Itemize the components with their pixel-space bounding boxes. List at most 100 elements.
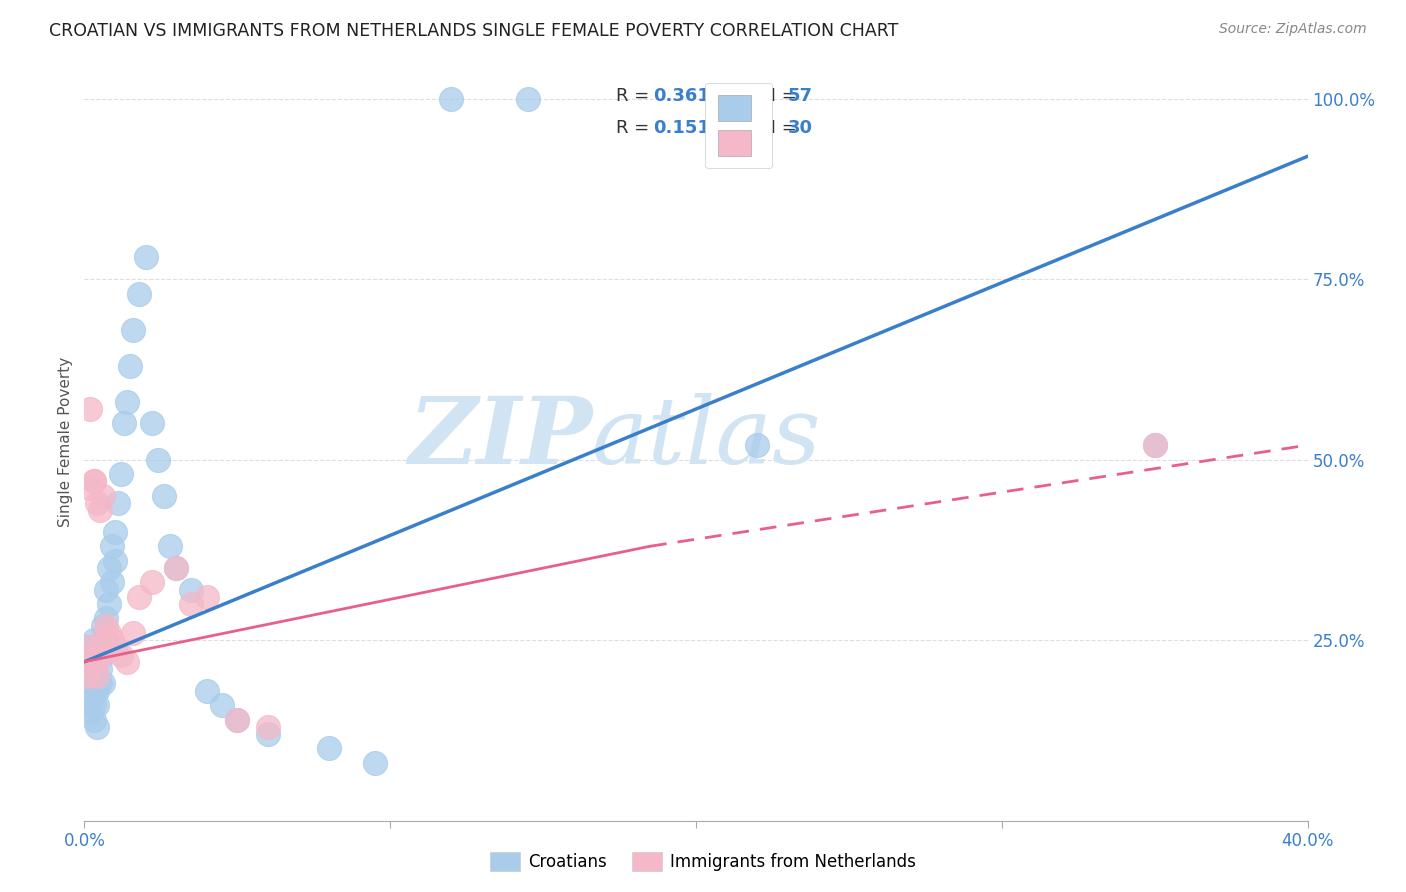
Text: R =: R = bbox=[616, 87, 655, 104]
Point bbox=[141, 575, 163, 590]
Point bbox=[1143, 438, 1166, 452]
Text: 57: 57 bbox=[787, 87, 813, 104]
Point bbox=[107, 496, 129, 510]
Point bbox=[516, 91, 538, 105]
Point bbox=[89, 648, 111, 662]
Point bbox=[89, 640, 111, 655]
Point bbox=[86, 698, 108, 712]
Point bbox=[83, 655, 105, 669]
Point bbox=[159, 539, 181, 553]
Point bbox=[146, 452, 169, 467]
Point bbox=[83, 475, 105, 489]
Point bbox=[86, 720, 108, 734]
Point bbox=[89, 648, 111, 662]
Point bbox=[180, 582, 202, 597]
Point bbox=[94, 633, 117, 648]
Point bbox=[76, 669, 98, 683]
Point bbox=[226, 713, 249, 727]
Point bbox=[86, 683, 108, 698]
Point bbox=[83, 713, 105, 727]
Point bbox=[104, 524, 127, 539]
Text: N =: N = bbox=[751, 87, 803, 104]
Y-axis label: Single Female Poverty: Single Female Poverty bbox=[58, 357, 73, 526]
Point bbox=[91, 618, 114, 632]
Point bbox=[83, 698, 105, 712]
Point bbox=[122, 626, 145, 640]
Legend: Croatians, Immigrants from Netherlands: Croatians, Immigrants from Netherlands bbox=[481, 843, 925, 880]
Text: 30: 30 bbox=[787, 120, 813, 137]
Point bbox=[318, 741, 340, 756]
Point bbox=[364, 756, 387, 770]
Point bbox=[141, 417, 163, 431]
Point bbox=[128, 286, 150, 301]
Text: 0.151: 0.151 bbox=[654, 120, 710, 137]
Point bbox=[86, 669, 108, 683]
Point bbox=[94, 582, 117, 597]
Point bbox=[89, 503, 111, 517]
Point bbox=[94, 618, 117, 632]
Text: atlas: atlas bbox=[592, 392, 821, 483]
Point bbox=[257, 727, 280, 741]
Point bbox=[165, 561, 187, 575]
Point bbox=[79, 676, 101, 690]
Point bbox=[83, 475, 105, 489]
Point bbox=[76, 655, 98, 669]
Point bbox=[83, 648, 105, 662]
Text: 0.361: 0.361 bbox=[654, 87, 710, 104]
Point bbox=[1143, 438, 1166, 452]
Text: ZIP: ZIP bbox=[408, 392, 592, 483]
Point bbox=[101, 575, 124, 590]
Point bbox=[110, 467, 132, 481]
Point bbox=[226, 713, 249, 727]
Point bbox=[115, 394, 138, 409]
Point bbox=[135, 251, 157, 265]
Point bbox=[97, 561, 120, 575]
Point bbox=[115, 655, 138, 669]
Point bbox=[89, 662, 111, 676]
Point bbox=[83, 662, 105, 676]
Point bbox=[76, 655, 98, 669]
Point bbox=[747, 438, 769, 452]
Point bbox=[86, 496, 108, 510]
Point bbox=[86, 655, 108, 669]
Point bbox=[195, 683, 218, 698]
Point bbox=[195, 590, 218, 604]
Point bbox=[79, 706, 101, 720]
Point bbox=[128, 590, 150, 604]
Text: N =: N = bbox=[751, 120, 803, 137]
Text: R =: R = bbox=[616, 120, 655, 137]
Text: CROATIAN VS IMMIGRANTS FROM NETHERLANDS SINGLE FEMALE POVERTY CORRELATION CHART: CROATIAN VS IMMIGRANTS FROM NETHERLANDS … bbox=[49, 22, 898, 40]
Point bbox=[97, 597, 120, 611]
Point bbox=[440, 91, 463, 105]
Text: Source: ZipAtlas.com: Source: ZipAtlas.com bbox=[1219, 22, 1367, 37]
Point bbox=[153, 489, 176, 503]
Point bbox=[91, 633, 114, 648]
Point bbox=[86, 669, 108, 683]
Point bbox=[83, 633, 105, 648]
Point bbox=[101, 633, 124, 648]
Point bbox=[91, 648, 114, 662]
Point bbox=[180, 597, 202, 611]
Point bbox=[120, 359, 142, 373]
Point bbox=[104, 554, 127, 568]
Point bbox=[91, 676, 114, 690]
Point bbox=[112, 417, 135, 431]
Point bbox=[79, 402, 101, 417]
Point bbox=[79, 482, 101, 496]
Point bbox=[122, 323, 145, 337]
Point bbox=[79, 648, 101, 662]
Legend: , : , bbox=[706, 83, 772, 169]
Point bbox=[94, 611, 117, 625]
Point bbox=[104, 640, 127, 655]
Point bbox=[110, 648, 132, 662]
Point bbox=[211, 698, 233, 712]
Point bbox=[97, 626, 120, 640]
Point bbox=[83, 683, 105, 698]
Point bbox=[257, 720, 280, 734]
Point bbox=[89, 676, 111, 690]
Point bbox=[76, 640, 98, 655]
Point bbox=[101, 539, 124, 553]
Point bbox=[165, 561, 187, 575]
Point bbox=[79, 640, 101, 655]
Point bbox=[76, 669, 98, 683]
